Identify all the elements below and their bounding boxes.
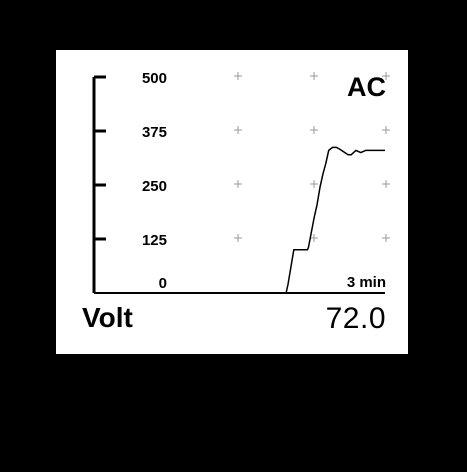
measurement-mode: AC <box>347 72 386 102</box>
grid-marker <box>234 180 242 188</box>
y-tick-label: 250 <box>142 178 167 195</box>
time-scale-label: 3 min <box>346 274 386 291</box>
y-tick-label: 500 <box>142 70 167 87</box>
grid-marker <box>382 72 390 80</box>
grid-marker <box>310 180 318 188</box>
grid-marker <box>382 126 390 134</box>
grid-marker <box>234 126 242 134</box>
unit-label: Volt <box>82 302 133 333</box>
y-tick-label: 375 <box>142 124 167 141</box>
meter-display: 500 375 250 125 0 AC 3 min Volt 72.0 <box>56 50 408 354</box>
y-tick-label: 0 <box>159 275 167 292</box>
grid-marker <box>310 234 318 242</box>
trend-chart: 500 375 250 125 0 <box>92 70 390 294</box>
y-tick-label: 125 <box>142 232 167 249</box>
grid-marker <box>234 234 242 242</box>
grid-marker <box>310 72 318 80</box>
grid-marker <box>382 180 390 188</box>
reading-value: 72.0 <box>325 302 386 335</box>
grid-marker <box>382 234 390 242</box>
grid-marker <box>234 72 242 80</box>
series-line <box>283 146 385 294</box>
grid-marker <box>310 126 318 134</box>
